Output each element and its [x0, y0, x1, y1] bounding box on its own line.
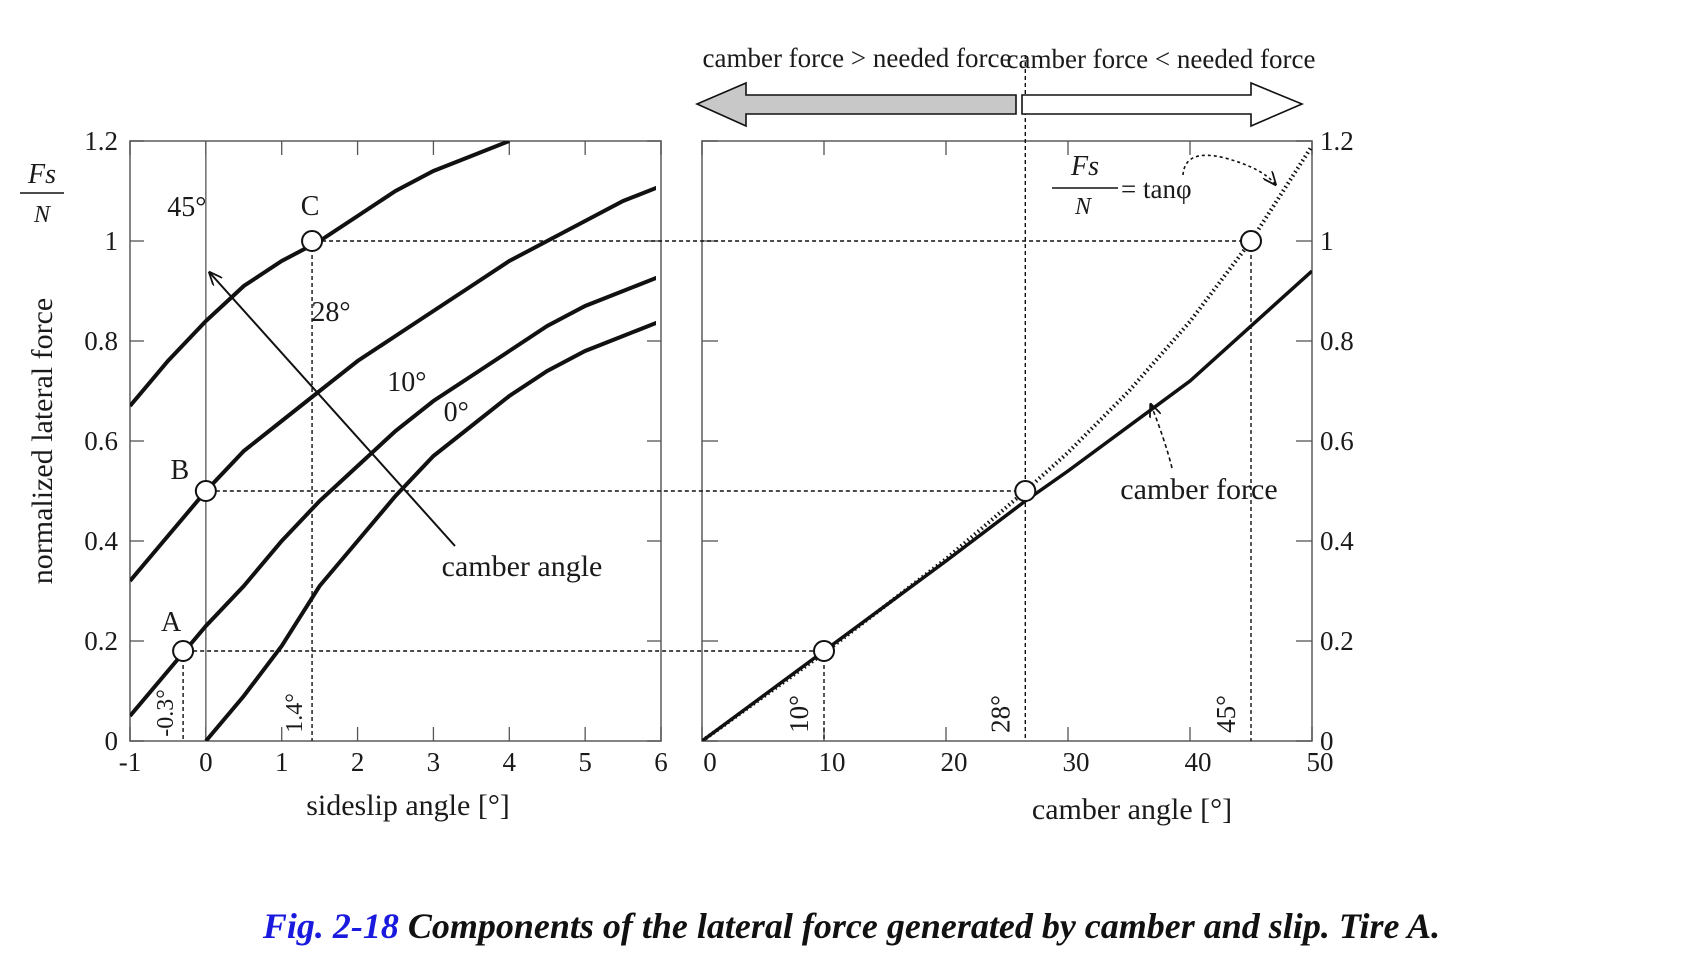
right-vertical-guide-label: 45° [1211, 695, 1241, 733]
right-x-tick-label: 40 [1185, 747, 1212, 777]
left-series-label: 28° [311, 297, 350, 328]
right-y-tick-label: 0.6 [1320, 426, 1354, 456]
left-y-tick-label: 0.2 [84, 626, 118, 656]
right-y-tick-label: 0.2 [1320, 626, 1354, 656]
left-point-label: B [171, 455, 190, 486]
right-marker-point [1014, 480, 1037, 502]
camber-angle-arrow [210, 273, 456, 547]
left-arrow-label: camber force > needed force [702, 43, 1011, 73]
right-x-tick-label: 10 [819, 747, 846, 777]
figure-caption-text: Components of the lateral force generate… [398, 906, 1441, 946]
right-y-tick-label: 0.4 [1320, 526, 1354, 556]
formula-numerator: Fs [1070, 151, 1099, 182]
left-x-tick-label: 3 [427, 747, 441, 777]
left-series-curve [204, 320, 656, 741]
right-y-tick-label: 1 [1320, 226, 1334, 256]
left-marker-point [301, 230, 324, 252]
y-fraction-denominator: N [33, 202, 52, 228]
right-y-tick-label: 0.8 [1320, 326, 1354, 356]
left-x-tick-label: 0 [199, 747, 213, 777]
left-y-tick-label: 0.6 [84, 426, 118, 456]
right-vertical-guide-label: 28° [985, 695, 1015, 733]
left-vertical-guide-label: 1.4° [282, 693, 308, 733]
right-series-camber-force-line [702, 269, 1312, 741]
right-arrow-shape [1021, 81, 1305, 128]
left-marker-point [172, 640, 195, 662]
right-vertical-guide-label: 10° [784, 695, 814, 733]
left-y-axis-label: normalized lateral force [26, 298, 59, 585]
camber-force-pointer [1151, 405, 1173, 469]
right-x-axis-label: camber angle [°] [1032, 793, 1232, 826]
right-marker-point [1240, 230, 1262, 252]
left-series-label: 45° [167, 192, 206, 223]
right-y-tick-label: 1.2 [1320, 126, 1354, 156]
left-x-tick-label: 6 [654, 747, 668, 777]
left-arrow-shape [695, 81, 1017, 128]
left-point-label: A [161, 607, 182, 638]
right-y-tick-label: 0 [1320, 726, 1334, 756]
left-series-label: 0° [444, 397, 469, 428]
left-series-label: 10° [387, 367, 426, 398]
left-series-curve [130, 185, 656, 583]
left-x-tick-label: 4 [503, 747, 517, 777]
right-x-tick-label: 0 [703, 747, 717, 777]
left-x-tick-label: 1 [275, 747, 289, 777]
cross-chart-guides [193, 230, 1262, 662]
right-plot-frame [701, 140, 1313, 742]
right-marker-point [813, 640, 835, 662]
left-y-tick-label: 0.4 [84, 526, 118, 556]
left-vertical-guide-label: -0.3° [153, 689, 179, 737]
left-y-tick-label: 0 [105, 726, 119, 756]
left-y-tick-label: 1 [105, 226, 119, 256]
y-fraction-numerator: Fs [27, 159, 56, 190]
figure-caption: Fig. 2-18 Components of the lateral forc… [0, 905, 1703, 947]
right-x-tick-label: 30 [1063, 747, 1090, 777]
left-point-label: C [301, 191, 320, 222]
right-arrow-label: camber force < needed force [1006, 44, 1315, 74]
right-x-tick-label: 20 [941, 747, 968, 777]
left-y-tick-label: 0.8 [84, 326, 118, 356]
right-series-tan-curve [702, 144, 1312, 741]
left-x-tick-label: -1 [119, 747, 142, 777]
camber-force-label: camber force [1120, 473, 1277, 506]
left-x-axis-label: sideslip angle [°] [306, 789, 510, 822]
figure-number: Fig. 2-18 [262, 906, 399, 946]
left-marker-point [194, 480, 217, 502]
right-x-tick-label: 50 [1307, 747, 1334, 777]
camber-angle-arrow-label: camber angle [442, 550, 603, 583]
left-series-curve [130, 275, 656, 718]
left-series-curve [130, 141, 511, 408]
formula-denominator: N [1074, 194, 1093, 220]
left-y-tick-label: 1.2 [84, 126, 118, 156]
left-x-tick-label: 5 [578, 747, 592, 777]
formula-pointer [1182, 154, 1275, 184]
left-x-tick-label: 2 [351, 747, 365, 777]
formula-rhs: = tanφ [1121, 174, 1192, 204]
